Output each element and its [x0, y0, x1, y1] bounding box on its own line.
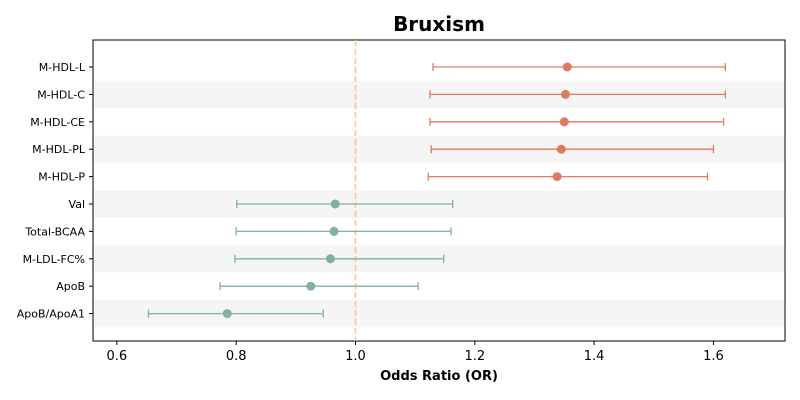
or-point — [330, 199, 340, 209]
x-tick-label: 1.4 — [584, 349, 605, 364]
y-tick-label: Total-BCAA — [24, 225, 85, 238]
estimate-Val — [236, 199, 454, 209]
chart-title: Bruxism — [393, 12, 485, 36]
y-tick-label: ApoB — [56, 280, 85, 293]
estimate-M-HDL-CE — [429, 117, 725, 127]
y-tick-label: Val — [69, 198, 85, 211]
or-point — [559, 117, 569, 127]
x-tick-label: 1.0 — [345, 349, 366, 364]
x-axis: 0.6 0.8 1.0 1.2 1.4 1.6 — [107, 341, 724, 364]
y-axis: M-HDL-L M-HDL-C M-HDL-CE M-HDL-PL M-HDL-P Val… — [17, 61, 93, 321]
or-point — [552, 172, 562, 182]
x-tick-label: 1.2 — [464, 349, 485, 364]
x-tick-label: 0.8 — [226, 349, 247, 364]
y-tick-label: M-HDL-CE — [30, 116, 85, 129]
estimate-ApoB/ApoA1 — [147, 309, 324, 319]
or-point — [306, 281, 316, 291]
x-tick-label: 1.6 — [703, 349, 724, 364]
plot-marks — [147, 62, 726, 319]
estimate-ApoB — [219, 281, 419, 291]
y-tick-label: M-HDL-P — [38, 171, 85, 184]
y-tick-label: M-HDL-PL — [32, 143, 86, 156]
estimate-M-HDL-L — [432, 62, 726, 72]
or-point — [562, 62, 572, 72]
estimate-M-HDL-P — [427, 172, 709, 182]
or-point — [325, 254, 335, 264]
or-point — [560, 89, 570, 99]
x-axis-label: Odds Ratio (OR) — [380, 369, 498, 384]
estimate-M-HDL-PL — [430, 144, 715, 154]
y-tick-label: M-LDL-FC% — [23, 253, 85, 266]
x-tick-label: 0.6 — [107, 349, 128, 364]
or-point — [556, 144, 566, 154]
y-tick-label: ApoB/ApoA1 — [17, 308, 85, 321]
or-point — [329, 226, 339, 236]
estimate-M-HDL-C — [429, 89, 726, 99]
or-point — [222, 309, 232, 319]
estimate-M-LDL-FC% — [234, 254, 445, 264]
y-tick-label: M-HDL-L — [39, 61, 86, 74]
plot-frame — [92, 39, 786, 342]
y-tick-label: M-HDL-C — [37, 88, 85, 101]
estimate-Total-BCAA — [235, 226, 452, 236]
